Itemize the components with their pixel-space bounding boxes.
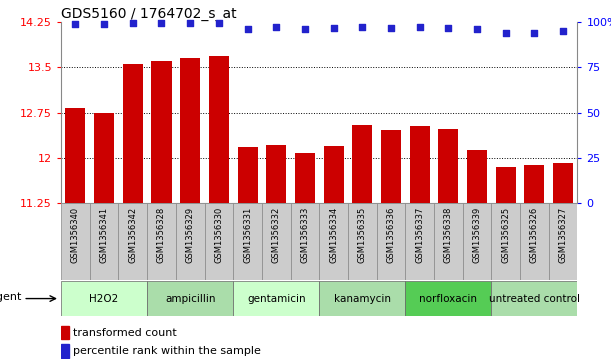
Text: GSM1356331: GSM1356331 — [243, 207, 252, 263]
Text: GSM1356333: GSM1356333 — [301, 207, 309, 264]
Bar — [295, 153, 315, 203]
Text: agent: agent — [0, 292, 21, 302]
Bar — [553, 163, 573, 203]
Bar — [491, 281, 577, 316]
Bar — [376, 203, 405, 280]
Bar — [147, 203, 176, 280]
Bar — [549, 203, 577, 280]
Text: GSM1356342: GSM1356342 — [128, 207, 137, 263]
Bar — [94, 113, 114, 203]
Text: GSM1356328: GSM1356328 — [157, 207, 166, 263]
Bar — [61, 326, 69, 339]
Bar — [348, 203, 376, 280]
Bar — [238, 147, 258, 203]
Bar — [180, 58, 200, 203]
Bar — [438, 130, 458, 203]
Bar — [147, 281, 233, 316]
Text: GSM1356332: GSM1356332 — [272, 207, 280, 263]
Point — [472, 26, 482, 32]
Text: GSM1356326: GSM1356326 — [530, 207, 539, 263]
Point — [415, 24, 425, 30]
Text: GSM1356330: GSM1356330 — [214, 207, 224, 263]
Text: GSM1356334: GSM1356334 — [329, 207, 338, 263]
Bar — [61, 344, 69, 358]
Bar — [405, 203, 434, 280]
Text: kanamycin: kanamycin — [334, 294, 391, 303]
Text: ampicillin: ampicillin — [165, 294, 216, 303]
Text: gentamicin: gentamicin — [247, 294, 306, 303]
Text: norfloxacin: norfloxacin — [419, 294, 477, 303]
Bar — [405, 281, 491, 316]
Text: GSM1356329: GSM1356329 — [186, 207, 195, 263]
Point — [357, 24, 367, 30]
Text: H2O2: H2O2 — [89, 294, 119, 303]
Text: percentile rank within the sample: percentile rank within the sample — [73, 346, 262, 356]
Bar — [90, 203, 119, 280]
Bar — [352, 125, 372, 203]
Bar — [467, 150, 487, 203]
Bar — [491, 203, 520, 280]
Text: GSM1356335: GSM1356335 — [358, 207, 367, 263]
Text: GSM1356340: GSM1356340 — [71, 207, 80, 263]
Bar — [409, 126, 430, 203]
Bar — [319, 203, 348, 280]
Text: GSM1356325: GSM1356325 — [501, 207, 510, 263]
Text: GSM1356341: GSM1356341 — [100, 207, 109, 263]
Point — [70, 21, 80, 26]
Text: GSM1356336: GSM1356336 — [386, 207, 395, 264]
Bar — [61, 281, 147, 316]
Text: GSM1356337: GSM1356337 — [415, 207, 424, 264]
Bar — [176, 203, 205, 280]
Point — [444, 25, 453, 31]
Text: GSM1356339: GSM1356339 — [472, 207, 481, 263]
Bar — [496, 167, 516, 203]
Bar — [233, 281, 319, 316]
Bar — [65, 108, 86, 203]
Point — [329, 25, 338, 31]
Bar — [524, 165, 544, 203]
Point — [156, 20, 166, 25]
Bar — [463, 203, 491, 280]
Point — [530, 30, 540, 36]
Bar — [266, 144, 287, 203]
Bar — [233, 203, 262, 280]
Bar — [324, 146, 343, 203]
Point — [271, 24, 281, 30]
Text: GSM1356327: GSM1356327 — [558, 207, 568, 263]
Bar — [520, 203, 549, 280]
Text: GSM1356338: GSM1356338 — [444, 207, 453, 264]
Bar — [205, 203, 233, 280]
Point — [300, 26, 310, 32]
Point — [185, 20, 195, 25]
Point — [501, 30, 511, 36]
Bar — [119, 203, 147, 280]
Bar — [262, 203, 291, 280]
Bar — [152, 61, 172, 203]
Bar — [123, 64, 143, 203]
Bar — [61, 203, 90, 280]
Point — [99, 21, 109, 26]
Text: untreated control: untreated control — [489, 294, 580, 303]
Point — [243, 26, 252, 32]
Bar — [209, 56, 229, 203]
Text: transformed count: transformed count — [73, 327, 177, 338]
Point — [386, 25, 396, 31]
Bar — [319, 281, 405, 316]
Bar — [291, 203, 319, 280]
Bar — [434, 203, 463, 280]
Point — [214, 20, 224, 25]
Point — [558, 28, 568, 34]
Text: GDS5160 / 1764702_s_at: GDS5160 / 1764702_s_at — [61, 7, 236, 21]
Point — [128, 20, 137, 25]
Bar — [381, 130, 401, 203]
